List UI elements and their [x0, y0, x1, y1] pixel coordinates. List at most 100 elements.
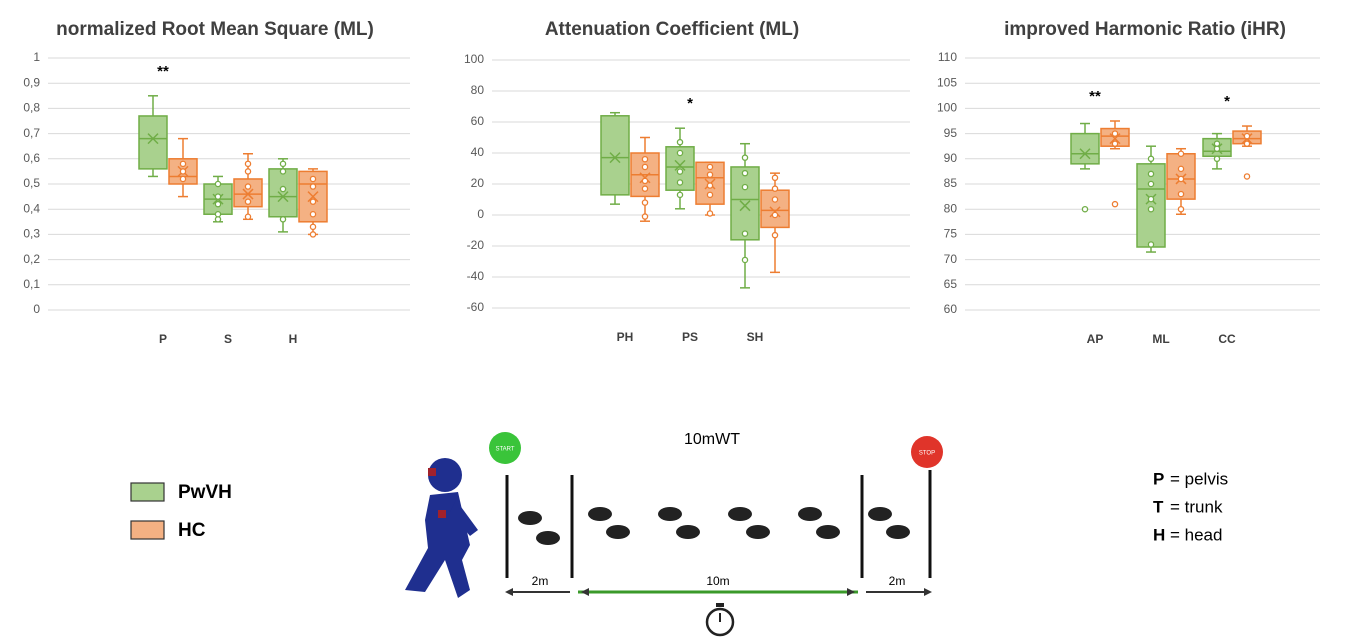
significance: * — [687, 95, 693, 112]
data-point — [706, 182, 714, 189]
y-tick-label: -20 — [467, 238, 485, 252]
data-point — [741, 230, 749, 237]
data-point — [676, 149, 684, 157]
data-point — [244, 198, 252, 205]
start-sign — [489, 432, 521, 464]
mean-marker — [1079, 148, 1091, 160]
data-point — [771, 174, 779, 182]
data-point — [244, 183, 252, 190]
data-point — [1081, 205, 1089, 213]
data-point — [771, 231, 779, 239]
data-point — [1147, 241, 1155, 248]
y-tick-label: 80 — [471, 83, 485, 97]
key-text: = trunk — [1170, 497, 1223, 516]
y-tick-label: 75 — [944, 227, 958, 241]
y-tick-label: 0,8 — [23, 101, 40, 115]
x-tick-label: CC — [1218, 332, 1236, 346]
data-point — [641, 177, 649, 185]
mean-marker — [1109, 133, 1121, 145]
box — [138, 115, 168, 170]
y-tick-label: 80 — [944, 201, 958, 215]
data-point — [641, 185, 649, 192]
y-tick-label: 40 — [471, 145, 485, 159]
data-point — [1177, 150, 1185, 158]
chart-title: normalized Root Mean Square (ML) — [56, 19, 374, 40]
data-point — [1243, 132, 1251, 140]
data-point — [279, 168, 287, 175]
y-tick-label: 0,3 — [23, 227, 40, 241]
data-point — [179, 175, 187, 183]
y-tick-label: 0 — [477, 207, 484, 221]
diagram-title: 10mWT — [684, 431, 740, 448]
x-tick-label: P — [159, 332, 167, 346]
segment-label: 2m — [532, 574, 549, 588]
y-tick-label: 0,6 — [23, 151, 40, 165]
legend-label: HC — [178, 520, 206, 541]
stop-sign — [911, 436, 943, 468]
key-abbr: H — [1153, 525, 1165, 544]
box — [1070, 132, 1100, 165]
x-tick-label: ML — [1152, 332, 1169, 346]
mean-marker — [277, 191, 289, 203]
data-point — [741, 256, 749, 264]
y-tick-label: 0 — [33, 302, 40, 316]
y-tick-label: 0,4 — [23, 201, 40, 215]
data-point — [244, 168, 252, 175]
data-point — [641, 213, 649, 220]
chart-title: improved Harmonic Ratio (iHR) — [1004, 19, 1286, 40]
legend-label: PwVH — [178, 482, 232, 503]
x-tick-label: PS — [682, 330, 698, 344]
data-point — [641, 199, 649, 206]
y-tick-label: 90 — [944, 151, 958, 165]
data-point — [1147, 155, 1155, 163]
x-tick-label: S — [224, 332, 232, 346]
y-tick-label: 1 — [33, 50, 40, 64]
y-tick-label: 20 — [471, 176, 485, 190]
data-point — [1213, 155, 1221, 163]
box — [730, 166, 760, 241]
data-point — [706, 163, 714, 171]
legend-swatch — [130, 520, 165, 540]
data-point — [1111, 200, 1119, 208]
stopwatch — [705, 603, 735, 637]
data-point — [1177, 190, 1185, 198]
data-point — [214, 193, 222, 200]
data-point — [1243, 140, 1251, 147]
data-point — [1243, 173, 1251, 180]
data-point — [309, 198, 317, 205]
data-point — [1147, 180, 1155, 188]
x-tick-label: SH — [747, 330, 764, 344]
data-point — [279, 185, 287, 193]
y-tick-label: 100 — [464, 52, 484, 66]
x-tick-label: PH — [617, 330, 634, 344]
footprints — [518, 507, 910, 545]
chart-title: Attenuation Coefficient (ML) — [545, 19, 799, 40]
stop-label: STOP — [919, 451, 935, 457]
data-point — [1147, 170, 1155, 178]
data-point — [244, 160, 252, 168]
data-point — [676, 179, 684, 186]
box — [760, 189, 790, 229]
significance: * — [1224, 93, 1230, 110]
data-point — [214, 210, 222, 218]
mean-marker — [147, 133, 159, 145]
segment-label: 2m — [889, 574, 906, 588]
segment-label: 10m — [706, 574, 729, 588]
y-tick-label: 100 — [937, 101, 957, 115]
track-lines — [505, 470, 932, 578]
data-point — [1177, 175, 1185, 183]
start-label: START — [495, 447, 514, 453]
data-point — [741, 169, 749, 177]
mean-marker — [609, 152, 621, 164]
legend-swatch — [130, 482, 165, 502]
data-point — [641, 163, 649, 171]
data-point — [641, 155, 649, 163]
data-point — [676, 168, 684, 175]
box — [268, 168, 298, 218]
mean-marker — [674, 159, 686, 171]
y-tick-label: 0,2 — [23, 252, 40, 266]
data-point — [1147, 195, 1155, 203]
data-point — [1213, 140, 1221, 147]
mean-marker — [739, 200, 751, 212]
